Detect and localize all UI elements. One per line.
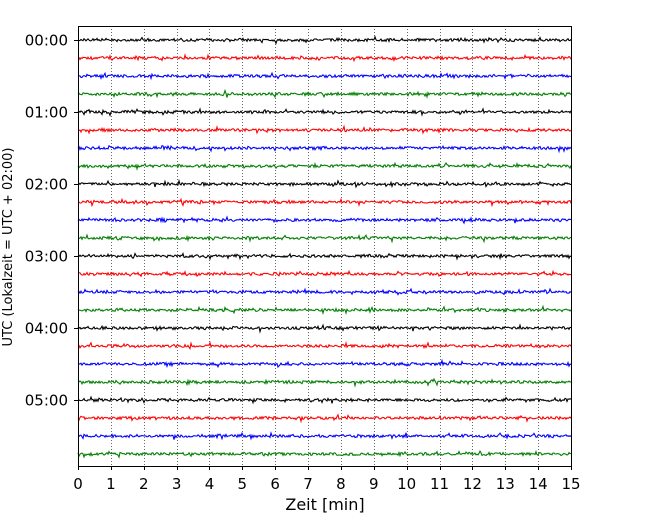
- trace-line: [77, 413, 572, 424]
- trace-line: [77, 233, 572, 244]
- x-tick-label: 0: [73, 475, 83, 493]
- trace-line: [77, 197, 572, 208]
- x-tick-label: 5: [238, 475, 248, 493]
- trace-line: [77, 35, 572, 45]
- y-axis: 00:00 01:00 02:00 03:00 04:00 05:00: [25, 32, 78, 410]
- trace-line: [77, 144, 572, 154]
- trace-line: [77, 395, 572, 405]
- trace-line: [77, 53, 572, 63]
- trace-line: [77, 340, 572, 350]
- plot-frame: [78, 26, 572, 467]
- x-axis-label: Zeit [min]: [285, 495, 364, 514]
- trace-line: [77, 215, 572, 225]
- trace-line: [77, 358, 572, 369]
- x-tick-label: 1: [106, 475, 116, 493]
- y-tick-label: 05:00: [25, 392, 68, 410]
- x-tick-label: 9: [369, 475, 379, 493]
- trace-lines: [77, 35, 572, 459]
- x-tick-label: 6: [270, 475, 280, 493]
- x-tick-label: 8: [336, 475, 346, 493]
- trace-line: [77, 161, 572, 171]
- x-tick-label: 11: [430, 475, 449, 493]
- trace-line: [77, 450, 572, 459]
- trace-line: [77, 252, 572, 261]
- trace-line: [77, 178, 572, 189]
- trace-line: [77, 287, 572, 296]
- x-tick-label: 15: [561, 475, 580, 493]
- trace-line: [77, 377, 572, 388]
- y-tick-label: 02:00: [25, 176, 68, 194]
- x-tick-label: 14: [529, 475, 548, 493]
- trace-line: [77, 431, 572, 441]
- trace-line: [77, 124, 572, 135]
- y-axis-label: UTC (Lokalzeit = UTC + 02:00): [1, 148, 16, 347]
- y-tick-label: 04:00: [25, 320, 68, 338]
- x-axis: 0 1 2 3 4 5 6 7 8 9 10 11 12 13 14 15: [73, 466, 581, 493]
- x-tick-label: 7: [303, 475, 313, 493]
- y-tick-label: 03:00: [25, 248, 68, 266]
- trace-line: [77, 304, 572, 316]
- x-tick-label: 13: [496, 475, 515, 493]
- x-tick-label: 3: [172, 475, 182, 493]
- trace-line: [77, 269, 572, 278]
- x-tick-label: 10: [397, 475, 416, 493]
- trace-line: [77, 88, 572, 99]
- y-tick-label: 01:00: [25, 104, 68, 122]
- trace-line: [77, 107, 572, 117]
- y-tick-label: 00:00: [25, 32, 68, 50]
- x-tick-label: 4: [205, 475, 215, 493]
- x-tick-label: 2: [139, 475, 149, 493]
- vertical-grid: [111, 26, 539, 466]
- trace-line: [77, 71, 572, 81]
- x-tick-label: 12: [463, 475, 482, 493]
- trace-line: [77, 323, 572, 334]
